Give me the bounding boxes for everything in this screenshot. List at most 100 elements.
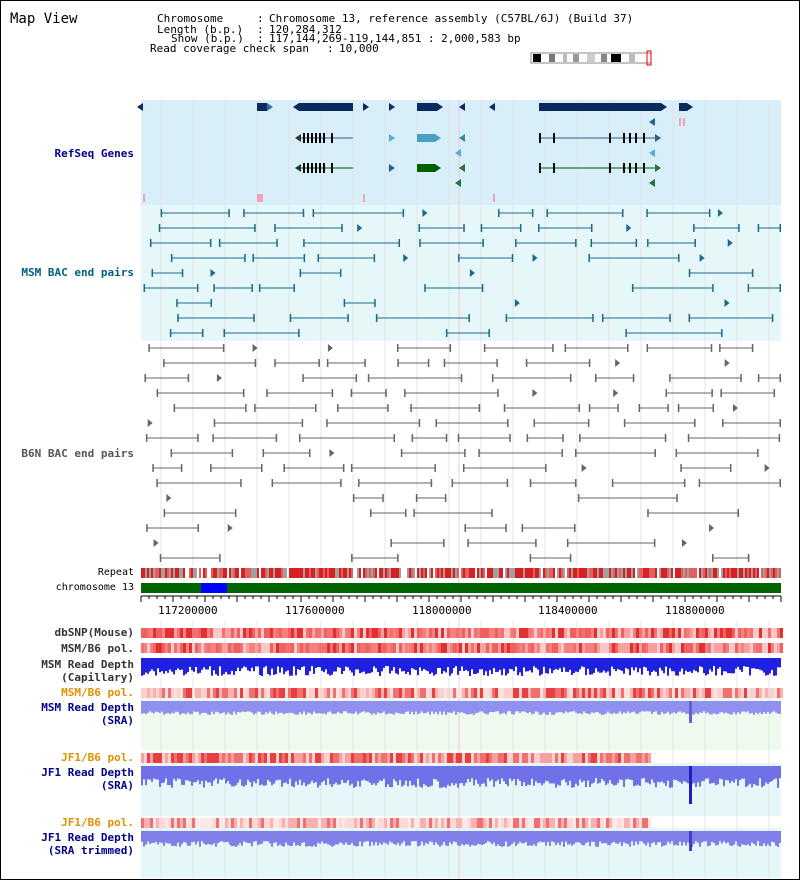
repeat-segment — [299, 568, 301, 578]
track-label-msm-bac[interactable]: MSM BAC end pairs — [21, 266, 134, 279]
depth-bar — [545, 766, 547, 781]
depth-bar — [383, 831, 385, 843]
heat-cell — [441, 628, 444, 638]
repeat-segment — [411, 568, 413, 578]
heat-cell — [330, 628, 333, 638]
heat-cell — [198, 753, 201, 763]
heat-cell — [393, 818, 396, 828]
msm-bac-pair-end — [445, 329, 448, 337]
heat-cell — [465, 818, 468, 828]
heat-cell — [339, 753, 342, 763]
heat-cell — [165, 628, 168, 638]
heat-cell — [489, 643, 492, 653]
heat-cell — [234, 628, 237, 638]
colon: : — [257, 32, 264, 45]
heat-cell — [342, 818, 345, 828]
heat-cell — [225, 753, 228, 763]
track-label-msm-read-depth-capillary[interactable]: MSM Read Depth — [41, 658, 134, 671]
depth-bar — [543, 701, 545, 713]
depth-bar — [589, 701, 591, 715]
heat-cell — [399, 818, 402, 828]
heat-cell — [639, 688, 642, 698]
depth-bar — [199, 831, 201, 847]
heat-cell — [171, 628, 174, 638]
depth-bar — [471, 766, 473, 779]
heat-cell — [456, 643, 459, 653]
gene-arrow — [363, 103, 369, 111]
repeat-segment — [669, 568, 671, 578]
msm-bac-pair-end — [699, 254, 705, 262]
repeat-segment — [681, 568, 683, 578]
track-label-b6n-bac[interactable]: B6N BAC end pairs — [21, 447, 134, 460]
depth-bar — [775, 831, 777, 846]
repeat-segment — [751, 568, 753, 578]
heat-cell — [150, 628, 153, 638]
depth-bar — [727, 766, 729, 781]
depth-bar — [231, 658, 233, 671]
b6n-bac-pair-end — [331, 389, 334, 397]
heat-cell — [342, 628, 345, 638]
b6n-bac-pair-end — [615, 359, 621, 367]
depth-bar — [241, 658, 243, 669]
depth-bar — [243, 766, 245, 787]
depth-bar — [561, 658, 563, 672]
depth-bar — [379, 766, 381, 781]
heat-cell — [528, 643, 531, 653]
track-label-chromosome[interactable]: chromosome 13 — [55, 582, 134, 593]
track-label-jf1-b6-pol[interactable]: JF1/B6 pol. — [61, 751, 134, 764]
depth-bar — [305, 658, 307, 676]
depth-bar — [469, 658, 471, 676]
heat-cell — [543, 818, 546, 828]
depth-bar — [413, 831, 415, 842]
gene-arrow — [459, 103, 465, 111]
depth-bar — [513, 831, 515, 843]
track-label-repeat[interactable]: Repeat — [97, 567, 134, 578]
depth-bar — [151, 831, 153, 843]
depth-bar — [573, 766, 575, 788]
depth-bar — [163, 701, 165, 715]
b6n-bac-pair-end — [240, 479, 242, 487]
depth-bar — [771, 766, 773, 782]
heat-cell — [780, 643, 783, 653]
depth-bar — [187, 701, 189, 713]
heat-cell — [201, 753, 204, 763]
heat-cell — [765, 628, 768, 638]
depth-bar — [463, 766, 465, 786]
track-label-jf1-b6-pol-trimmed[interactable]: JF1/B6 pol. — [61, 816, 134, 829]
track-label-jf1-read-depth[interactable]: JF1 Read Depth — [41, 766, 134, 779]
repeat-segment — [465, 568, 467, 578]
track-label-dbsnp[interactable]: dbSNP(Mouse) — [54, 626, 134, 639]
depth-bar — [679, 831, 681, 842]
heat-cell — [321, 818, 324, 828]
depth-bar — [585, 766, 587, 788]
depth-bar — [191, 831, 193, 843]
heat-cell — [201, 688, 204, 698]
heat-cell — [378, 688, 381, 698]
heat-cell — [549, 688, 552, 698]
depth-bar — [491, 658, 493, 675]
msm-bac-pair-end — [546, 209, 548, 217]
depth-bar — [567, 831, 569, 845]
track-label-refseq[interactable]: RefSeq Genes — [54, 147, 134, 160]
heat-cell — [567, 753, 570, 763]
heat-cell — [270, 753, 273, 763]
depth-bar — [375, 766, 377, 786]
depth-bar — [363, 766, 365, 780]
heat-cell — [711, 643, 714, 653]
depth-bar — [641, 831, 643, 842]
repeat-segment — [161, 568, 163, 578]
exon — [331, 163, 333, 173]
track-label-jf1-read-depth-trimmed[interactable]: JF1 Read Depth — [41, 831, 134, 844]
track-label-msm-b6-pol-sra[interactable]: MSM/B6 pol. — [61, 686, 134, 699]
msm-bac-pair-end — [149, 239, 152, 247]
track-label-msm-b6-pol[interactable]: MSM/B6 pol. — [61, 642, 134, 655]
b6n-bac-pair-end — [503, 404, 506, 412]
depth-bar — [467, 701, 469, 715]
repeat-segment — [347, 568, 349, 578]
heat-cell — [435, 688, 438, 698]
depth-bar — [219, 701, 221, 714]
repeat-segment — [339, 568, 341, 578]
b6n-bac-pair-end — [561, 449, 563, 457]
track-label-msm-read-depth-sra[interactable]: MSM Read Depth — [41, 701, 134, 714]
